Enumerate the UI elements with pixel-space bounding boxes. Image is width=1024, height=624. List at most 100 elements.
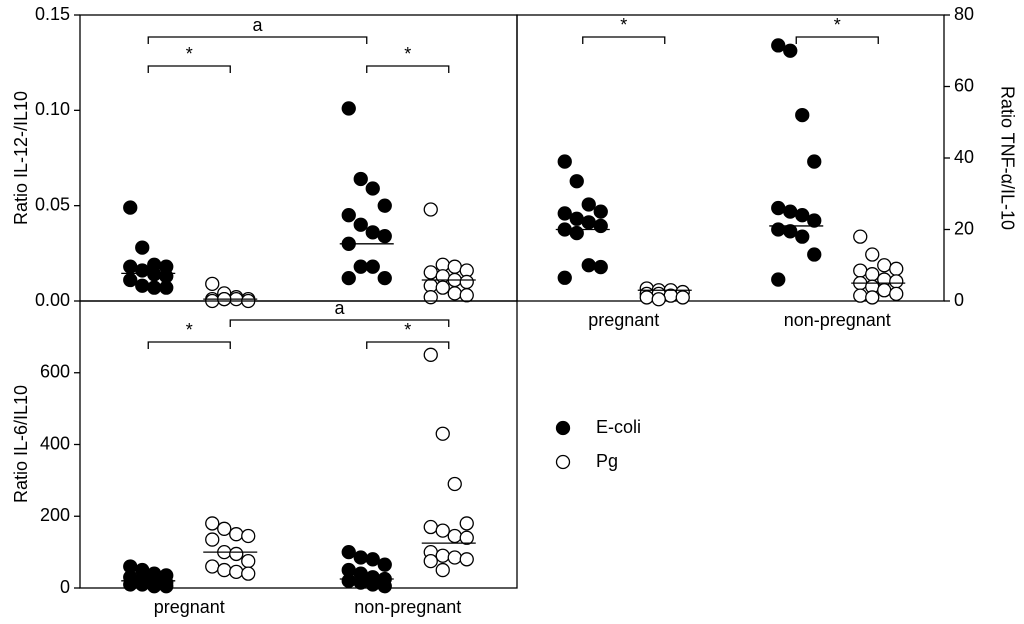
y-axis-label: Ratio IL-12-/IL10 (11, 91, 31, 225)
data-point (639, 290, 654, 305)
data-point (353, 217, 368, 232)
significance-label: a (252, 15, 263, 35)
plot-frame (516, 14, 945, 302)
y-tick-label: 80 (954, 4, 974, 24)
data-point (783, 224, 798, 239)
data-point (341, 208, 356, 223)
data-point (853, 263, 868, 278)
significance-bracket (147, 65, 231, 73)
y-axis-label: Ratio TNF-α/IL-10 (997, 86, 1017, 230)
data-point (341, 270, 356, 286)
data-point (135, 577, 150, 592)
data-point (435, 562, 450, 578)
x-tick-label: pregnant (588, 310, 659, 330)
significance-bracket (366, 341, 450, 349)
legend-label: E-coli (596, 417, 641, 437)
data-point (377, 579, 392, 594)
significance-bracket (147, 341, 231, 349)
data-point (341, 573, 356, 588)
data-point (353, 575, 368, 590)
data-point (423, 202, 438, 217)
significance-label: * (620, 15, 627, 35)
data-point (135, 240, 150, 255)
data-point (423, 519, 438, 535)
data-point (447, 259, 462, 274)
data-point (459, 530, 474, 545)
significance-label: * (186, 44, 193, 64)
data-point (447, 550, 462, 565)
data-point (217, 521, 232, 536)
data-point (569, 225, 584, 241)
data-point (353, 550, 368, 565)
data-point (365, 259, 380, 274)
significance-label: * (404, 44, 411, 64)
data-point (459, 552, 474, 567)
data-point (675, 290, 690, 305)
data-point (865, 267, 880, 282)
data-point (807, 213, 822, 228)
data-point (365, 181, 380, 196)
x-tick-label: pregnant (154, 597, 225, 617)
data-point (241, 566, 256, 581)
data-point (795, 229, 810, 244)
data-point (447, 476, 462, 492)
data-point (459, 288, 474, 303)
data-point (889, 261, 904, 276)
data-point (435, 280, 450, 295)
significance-bracket (582, 36, 666, 44)
significance-label: * (834, 15, 841, 35)
data-point (423, 265, 438, 280)
data-point (377, 198, 392, 213)
data-point (651, 292, 666, 307)
y-tick-label: 600 (40, 362, 70, 382)
data-point (205, 516, 220, 531)
data-point (205, 559, 220, 574)
data-point (217, 562, 232, 578)
legend-label: Pg (596, 451, 618, 471)
data-point (807, 154, 822, 169)
significance-bracket (229, 319, 450, 327)
data-point (581, 197, 596, 212)
legend-marker (555, 454, 571, 470)
data-point (889, 286, 904, 302)
data-point (435, 426, 450, 441)
y-tick-label: 0.10 (35, 99, 70, 119)
data-point (147, 280, 162, 295)
y-tick-label: 200 (40, 505, 70, 525)
data-point (135, 263, 150, 278)
data-point (159, 280, 174, 295)
y-tick-label: 0.05 (35, 194, 70, 214)
data-point (795, 208, 810, 223)
legend-marker (555, 420, 571, 436)
data-point (771, 272, 786, 287)
data-point (229, 527, 244, 542)
data-point (593, 204, 608, 219)
data-point (771, 38, 786, 53)
y-tick-label: 40 (954, 147, 974, 167)
data-point (581, 215, 596, 230)
data-point (365, 577, 380, 592)
data-point (853, 288, 868, 303)
data-point (877, 258, 892, 273)
data-point (123, 577, 138, 592)
data-point (435, 523, 450, 538)
data-point (353, 171, 368, 187)
significance-label: a (334, 298, 345, 318)
data-point (159, 579, 174, 594)
data-point (435, 548, 450, 563)
data-point (377, 229, 392, 244)
data-point (241, 553, 256, 569)
y-tick-label: 20 (954, 218, 974, 238)
data-point (865, 247, 880, 262)
data-point (593, 259, 608, 275)
data-point (241, 528, 256, 544)
data-point (377, 557, 392, 572)
data-point (459, 516, 474, 531)
data-point (581, 258, 596, 273)
data-point (783, 43, 798, 58)
data-point (147, 267, 162, 282)
data-point (889, 274, 904, 289)
data-point (557, 270, 572, 285)
